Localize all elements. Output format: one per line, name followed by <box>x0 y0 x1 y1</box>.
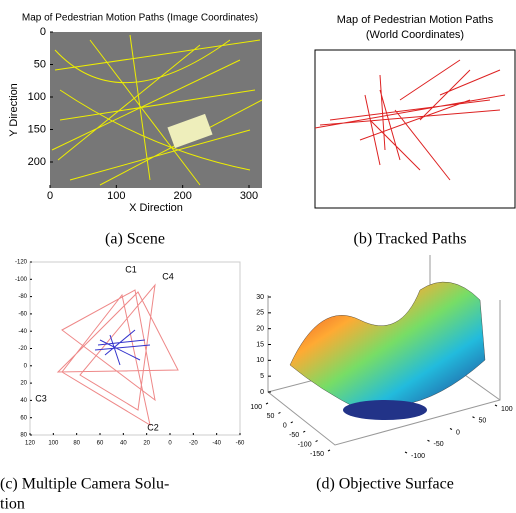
tick-label: 100 <box>250 404 262 411</box>
tick-label: -100 <box>298 441 312 448</box>
tick <box>291 422 293 423</box>
tick-label: 10 <box>256 357 264 364</box>
tick-label: -120 <box>15 260 28 266</box>
tick-label: 150 <box>28 123 46 135</box>
tick-label: 20 <box>256 326 264 333</box>
caption: tion <box>0 496 25 513</box>
tick-label: -20 <box>18 346 27 352</box>
tick-label: 60 <box>20 415 27 421</box>
tick-label: 100 <box>28 91 46 103</box>
tick <box>450 429 452 430</box>
tick <box>303 431 305 432</box>
tick-label: -50 <box>289 432 299 439</box>
plot-frame <box>315 50 515 208</box>
caption: (b) Tracked Paths <box>354 231 467 248</box>
tick-label: 200 <box>28 156 46 168</box>
tick <box>473 417 475 418</box>
objective-surface <box>290 282 485 410</box>
x-label: X Direction <box>129 202 183 214</box>
tick-label: -40 <box>18 329 27 335</box>
title: Map of Pedestrian Motion Paths <box>337 14 494 26</box>
tick-label: 100 <box>48 441 59 447</box>
tick <box>405 452 407 453</box>
camera-label: C2 <box>147 422 159 432</box>
tick-label: 0 <box>24 363 28 369</box>
tick-label: 20 <box>20 381 27 387</box>
tick-label: -20 <box>189 441 198 447</box>
tick-label: 0 <box>168 441 172 447</box>
tick-label: 50 <box>479 418 487 425</box>
plot-frame <box>30 262 240 435</box>
tick-label: 25 <box>256 310 264 317</box>
tick <box>278 412 280 413</box>
tick-label: -40 <box>212 441 221 447</box>
title: (World Coordinates) <box>366 29 464 41</box>
tick <box>328 450 330 451</box>
tracked-paths <box>315 60 505 180</box>
tick-label: 80 <box>20 433 27 439</box>
tick-label: 15 <box>256 341 264 348</box>
tick-label: 0 <box>260 389 264 396</box>
tick <box>266 403 268 404</box>
tick-label: 40 <box>120 441 127 447</box>
tick-label: 120 <box>25 441 36 447</box>
tick-label: -100 <box>15 277 28 283</box>
camera-triangles <box>58 285 178 425</box>
camera-label: C1 <box>125 264 137 274</box>
tick-label: 80 <box>73 441 80 447</box>
tick <box>428 440 430 441</box>
tick-label: -150 <box>310 451 324 458</box>
tick-label: -60 <box>18 311 27 317</box>
tick-label: 60 <box>97 441 104 447</box>
title: Map of Pedestrian Motion Paths (Image Co… <box>22 13 258 24</box>
camera-label: C3 <box>35 393 47 403</box>
tick <box>495 405 497 406</box>
tick-label: 5 <box>260 373 264 380</box>
tick-label: 0 <box>40 26 46 38</box>
tick-label: -60 <box>236 441 245 447</box>
caption: (a) Scene <box>105 231 165 248</box>
tick-label: -50 <box>434 441 444 448</box>
tick-label: 0 <box>456 429 460 436</box>
caption: (d) Objective Surface <box>316 476 454 493</box>
tick-label: 0 <box>47 190 53 202</box>
tick-label: 40 <box>20 398 27 404</box>
tick-label: 20 <box>143 441 150 447</box>
tick-label: 100 <box>107 190 125 202</box>
tick-label: 100 <box>501 406 513 413</box>
y-label: Y Direction <box>8 83 20 137</box>
tick-label: 50 <box>34 58 46 70</box>
tick-label: 50 <box>267 413 275 420</box>
tick-label: 30 <box>256 294 264 301</box>
tick <box>316 441 318 442</box>
tick-label: 0 <box>283 423 287 430</box>
camera-label: C4 <box>162 271 174 281</box>
figure: Map of Pedestrian Motion Paths (Image Co… <box>0 0 516 513</box>
tick-label: 300 <box>240 190 258 202</box>
caption: (c) Multiple Camera Solu- <box>0 476 169 493</box>
tick-label: -100 <box>411 453 425 460</box>
tick-label: 200 <box>173 190 191 202</box>
tick-label: -80 <box>18 294 27 300</box>
surface-base <box>343 400 427 420</box>
